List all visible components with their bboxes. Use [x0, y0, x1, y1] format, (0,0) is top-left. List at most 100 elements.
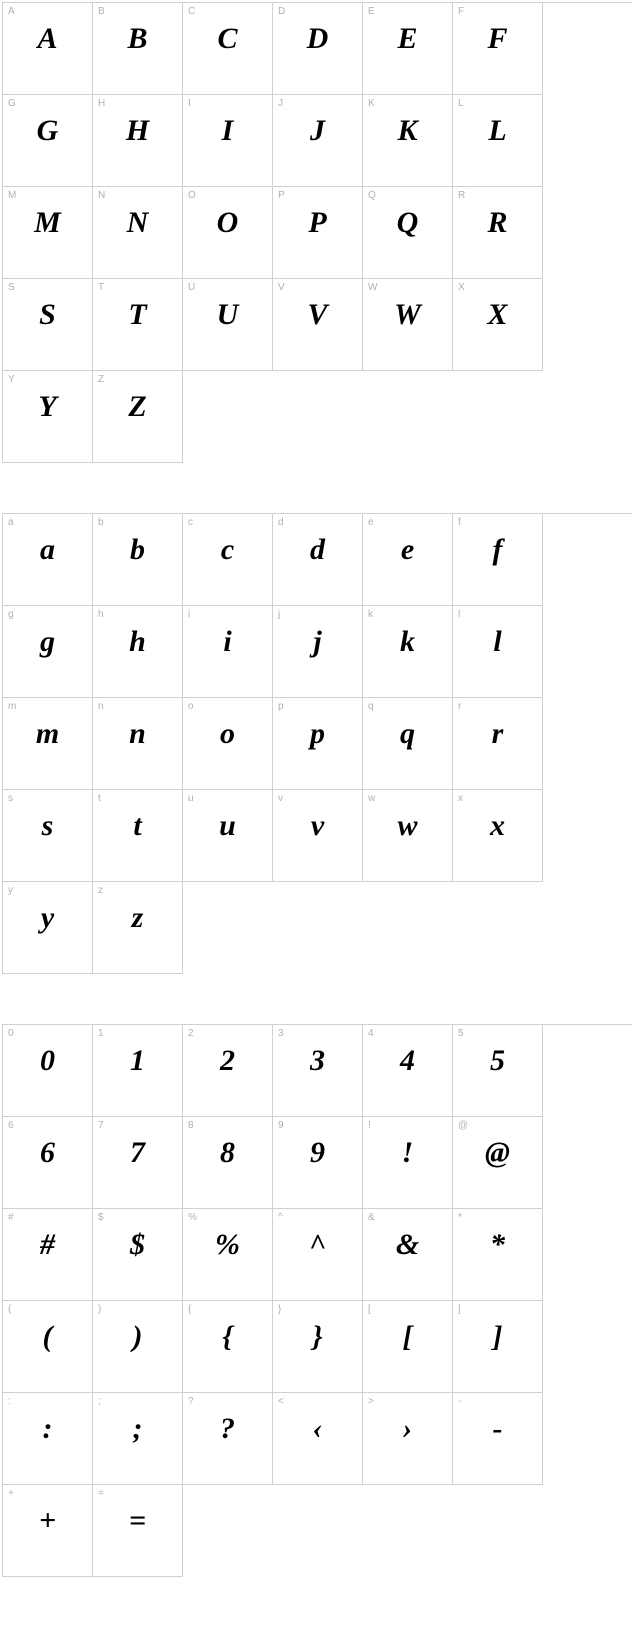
glyph-cell[interactable]: PP [273, 187, 363, 279]
glyph-cell[interactable]: nn [93, 698, 183, 790]
glyph-cell[interactable]: mm [3, 698, 93, 790]
glyph-preview: C [183, 21, 272, 57]
glyph-cell[interactable]: tt [93, 790, 183, 882]
glyph-cell[interactable]: HH [93, 95, 183, 187]
glyph-cell[interactable]: 66 [3, 1117, 93, 1209]
glyph-cell[interactable]: 99 [273, 1117, 363, 1209]
glyph-cell[interactable]: yy [3, 882, 93, 974]
glyph-label: ) [98, 1304, 101, 1315]
glyph-cell[interactable]: -- [453, 1393, 543, 1485]
glyph-cell[interactable]: ZZ [93, 371, 183, 463]
glyph-cell[interactable]: 33 [273, 1025, 363, 1117]
glyph-cell[interactable]: WW [363, 279, 453, 371]
glyph-cell[interactable]: ## [3, 1209, 93, 1301]
glyph-cell[interactable]: XX [453, 279, 543, 371]
glyph-cell[interactable]: GG [3, 95, 93, 187]
glyph-cell[interactable]: SS [3, 279, 93, 371]
glyph-label: P [278, 190, 285, 201]
glyph-cell[interactable]: [[ [363, 1301, 453, 1393]
glyph-cell[interactable]: pp [273, 698, 363, 790]
glyph-cell[interactable]: 11 [93, 1025, 183, 1117]
glyph-cell[interactable]: QQ [363, 187, 453, 279]
glyph-cell[interactable]: EE [363, 3, 453, 95]
glyph-cell[interactable]: kk [363, 606, 453, 698]
glyph-cell[interactable]: xx [453, 790, 543, 882]
glyph-cell[interactable]: MM [3, 187, 93, 279]
glyph-cell[interactable]: <‹ [273, 1393, 363, 1485]
glyph-label: q [368, 701, 374, 712]
glyph-cell[interactable]: OO [183, 187, 273, 279]
charmap-grid: AABBCCDDEEFF GGHHIIJJKKLL MMNNOOPPQQRR SSTT… [2, 2, 632, 463]
glyph-cell[interactable]: ++ [3, 1485, 93, 1577]
glyph-cell[interactable]: uu [183, 790, 273, 882]
glyph-label: > [368, 1396, 374, 1407]
glyph-cell[interactable]: dd [273, 514, 363, 606]
glyph-cell[interactable]: zz [93, 882, 183, 974]
glyph-cell[interactable]: (( [3, 1301, 93, 1393]
glyph-cell[interactable]: ee [363, 514, 453, 606]
glyph-cell[interactable]: $$ [93, 1209, 183, 1301]
glyph-cell[interactable]: ii [183, 606, 273, 698]
glyph-cell[interactable]: aa [3, 514, 93, 606]
glyph-cell[interactable]: JJ [273, 95, 363, 187]
glyph-cell[interactable]: YY [3, 371, 93, 463]
glyph-cell[interactable]: ff [453, 514, 543, 606]
glyph-cell[interactable]: ]] [453, 1301, 543, 1393]
glyph-cell[interactable]: ^^ [273, 1209, 363, 1301]
glyph-label: H [98, 98, 105, 109]
glyph-cell[interactable]: 44 [363, 1025, 453, 1117]
glyph-cell[interactable]: {{ [183, 1301, 273, 1393]
glyph-cell[interactable]: ww [363, 790, 453, 882]
glyph-cell[interactable]: ll [453, 606, 543, 698]
glyph-preview: O [183, 205, 272, 241]
glyph-cell[interactable]: hh [93, 606, 183, 698]
glyph-cell[interactable]: cc [183, 514, 273, 606]
glyph-cell[interactable]: RR [453, 187, 543, 279]
glyph-cell[interactable]: )) [93, 1301, 183, 1393]
glyph-cell[interactable]: && [363, 1209, 453, 1301]
glyph-label: A [8, 6, 15, 17]
glyph-cell[interactable]: jj [273, 606, 363, 698]
glyph-cell[interactable]: VV [273, 279, 363, 371]
glyph-cell[interactable]: AA [3, 3, 93, 95]
glyph-cell[interactable]: CC [183, 3, 273, 95]
glyph-cell[interactable]: ss [3, 790, 93, 882]
glyph-cell[interactable]: KK [363, 95, 453, 187]
glyph-cell[interactable]: rr [453, 698, 543, 790]
glyph-preview: ^ [273, 1227, 362, 1263]
glyph-cell[interactable]: !! [363, 1117, 453, 1209]
glyph-cell[interactable]: FF [453, 3, 543, 95]
glyph-cell[interactable]: }} [273, 1301, 363, 1393]
glyph-cell[interactable]: bb [93, 514, 183, 606]
glyph-label: c [188, 517, 193, 528]
glyph-cell[interactable]: qq [363, 698, 453, 790]
glyph-cell[interactable]: TT [93, 279, 183, 371]
glyph-preview: - [453, 1411, 542, 1447]
glyph-cell[interactable]: oo [183, 698, 273, 790]
glyph-cell[interactable]: BB [93, 3, 183, 95]
glyph-cell[interactable]: ?? [183, 1393, 273, 1485]
glyph-cell[interactable]: 22 [183, 1025, 273, 1117]
glyph-cell[interactable]: gg [3, 606, 93, 698]
glyph-cell[interactable]: 55 [453, 1025, 543, 1117]
glyph-cell[interactable]: 88 [183, 1117, 273, 1209]
glyph-cell[interactable]: NN [93, 187, 183, 279]
glyph-cell[interactable]: DD [273, 3, 363, 95]
glyph-cell[interactable]: :: [3, 1393, 93, 1485]
glyph-cell[interactable]: LL [453, 95, 543, 187]
glyph-cell[interactable]: >› [363, 1393, 453, 1485]
glyph-cell[interactable]: @@ [453, 1117, 543, 1209]
glyph-preview: 8 [183, 1135, 272, 1171]
glyph-preview: ( [3, 1319, 92, 1355]
glyph-preview: + [3, 1503, 92, 1539]
glyph-cell[interactable]: UU [183, 279, 273, 371]
glyph-cell[interactable]: vv [273, 790, 363, 882]
glyph-cell[interactable]: 77 [93, 1117, 183, 1209]
glyph-cell[interactable]: ** [453, 1209, 543, 1301]
glyph-cell[interactable]: 00 [3, 1025, 93, 1117]
glyph-cell[interactable]: == [93, 1485, 183, 1577]
glyph-cell[interactable]: ;; [93, 1393, 183, 1485]
glyph-preview: 1 [93, 1043, 182, 1079]
glyph-cell[interactable]: %% [183, 1209, 273, 1301]
glyph-cell[interactable]: II [183, 95, 273, 187]
